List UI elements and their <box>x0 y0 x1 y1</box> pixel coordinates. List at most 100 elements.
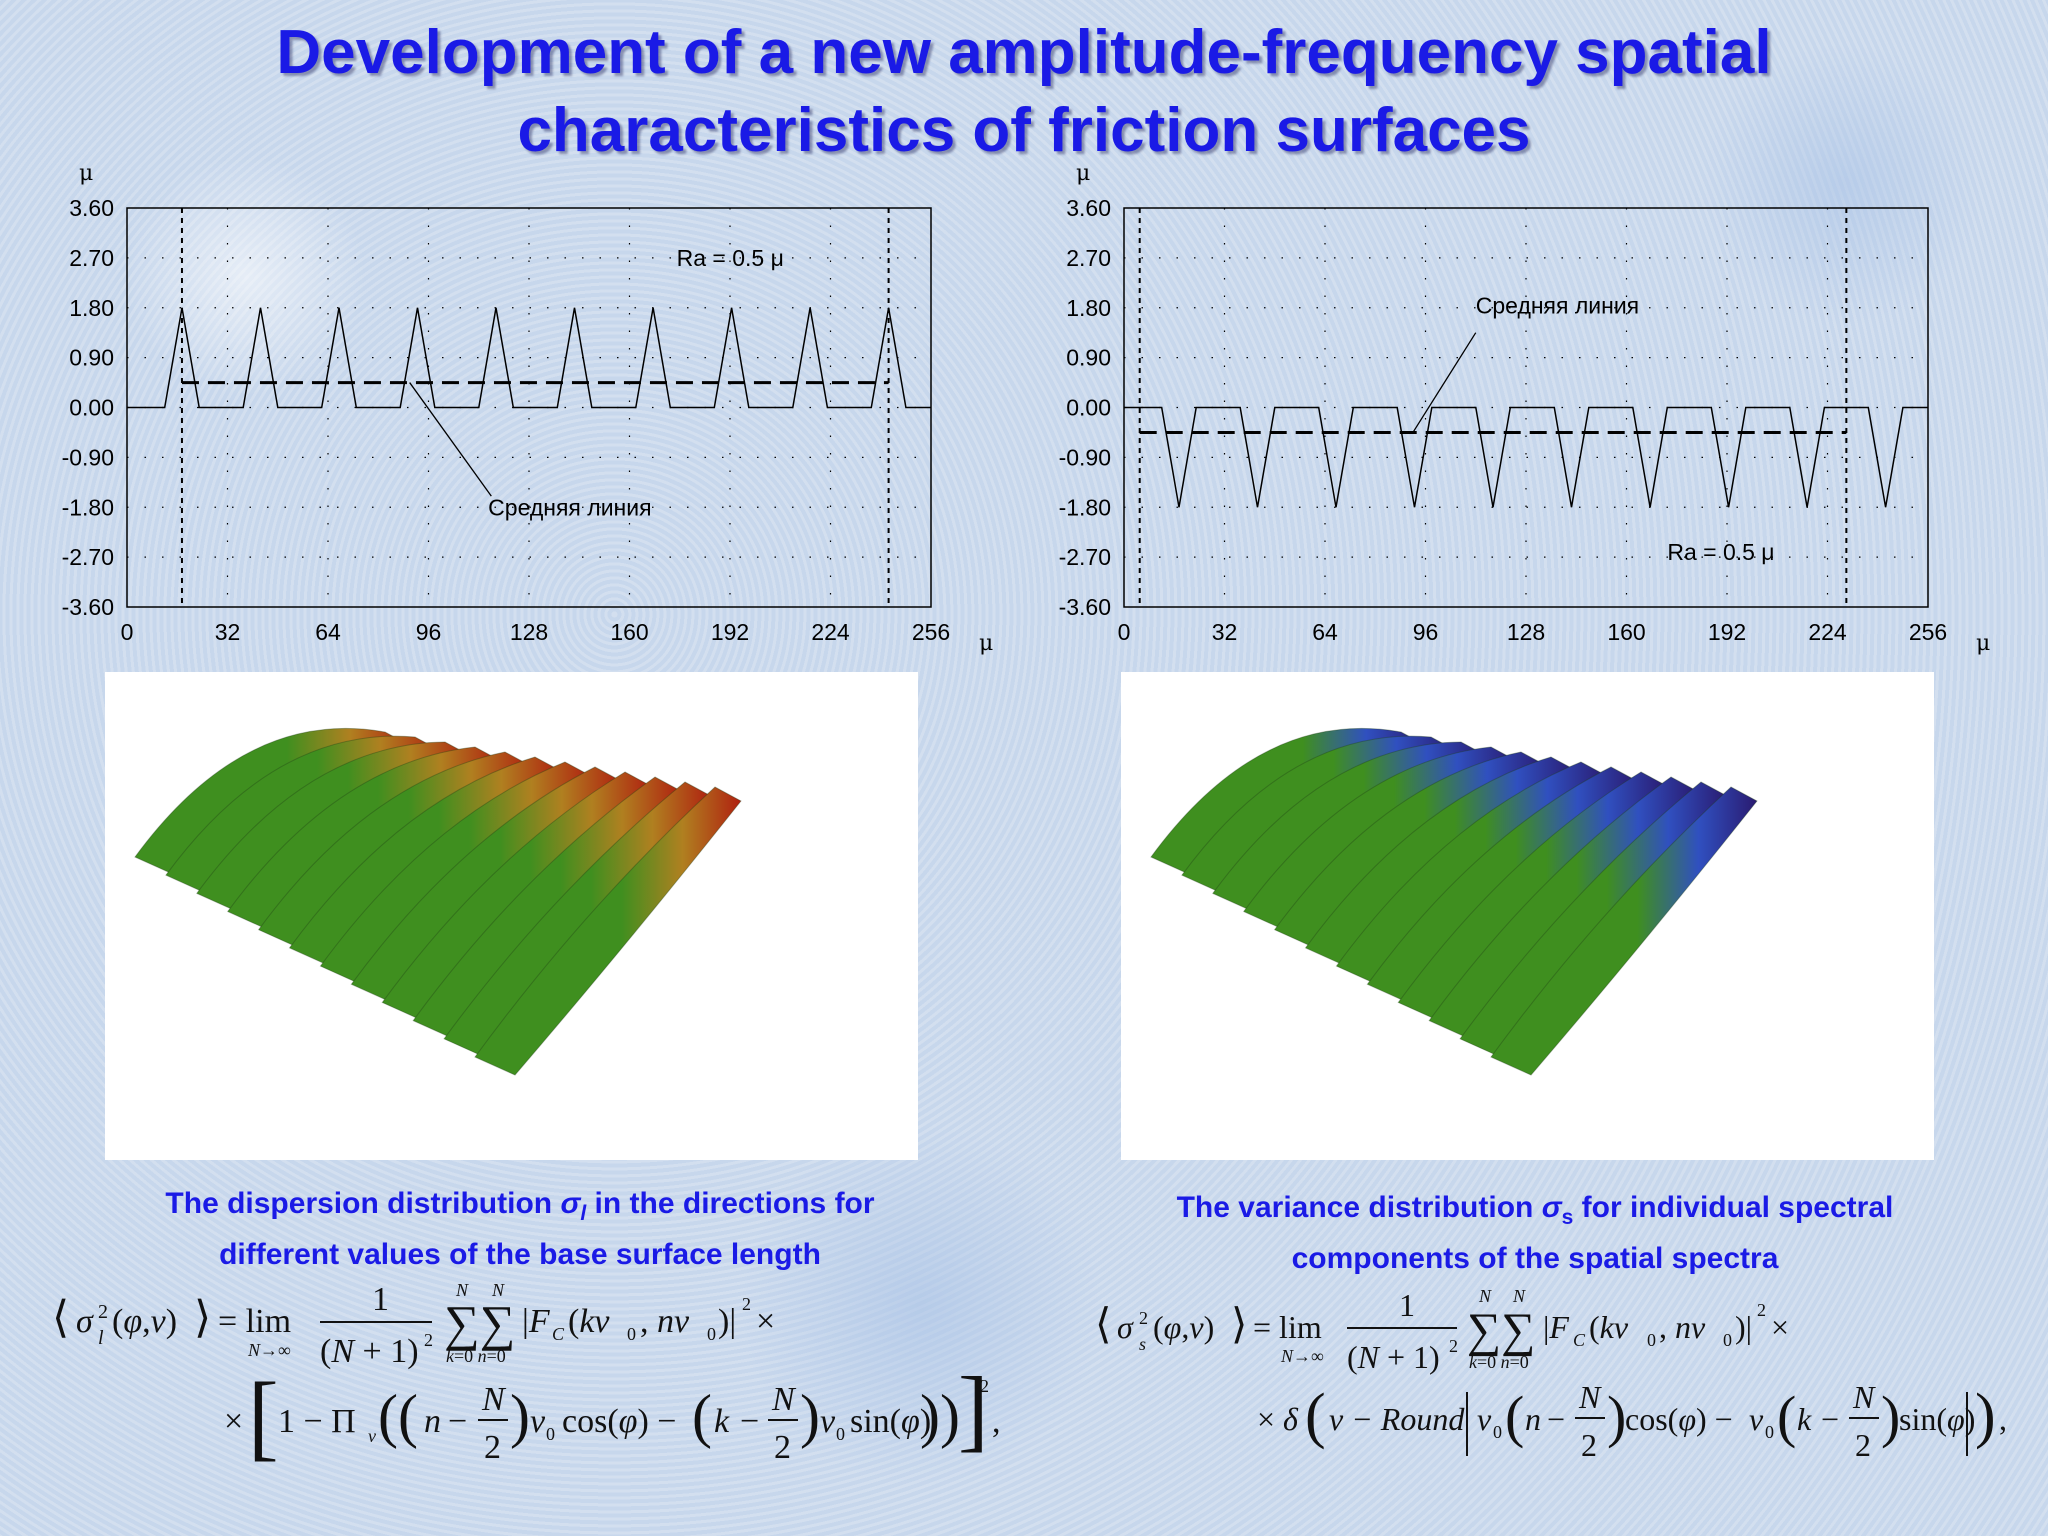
y-tick-label: 0.90 <box>1066 345 1111 371</box>
svg-text:, nν: , nν <box>1659 1309 1706 1345</box>
svg-text:sin(φ): sin(φ) <box>1899 1401 1975 1437</box>
y-tick-label: -0.90 <box>62 444 114 470</box>
x-tick-label: 256 <box>912 619 950 645</box>
svg-text:×: × <box>224 1403 243 1440</box>
x-tick-label: 192 <box>1708 619 1746 645</box>
mean-line-annotation: Средняя линия <box>1476 292 1639 318</box>
svg-text:⟨: ⟨ <box>1095 1302 1111 1348</box>
caption-line-1: The variance distribution σs for individ… <box>1060 1187 2010 1238</box>
x-tick-label: 0 <box>1118 619 1131 645</box>
svg-text:ν: ν <box>1477 1401 1492 1437</box>
svg-text:(φ,ν): (φ,ν) <box>1153 1309 1214 1345</box>
profile-chart-peaks: 0 32 64 96 128 160 192 224 256 3.60 2.70 1.80 0.90 0.… <box>62 161 994 656</box>
svg-text:(kν: (kν <box>568 1303 610 1340</box>
svg-text:∑∑: ∑∑ <box>444 1295 515 1351</box>
caption-dispersion: The dispersion distribution σl in the di… <box>40 1183 1000 1275</box>
x-unit-label: μ <box>1976 631 1990 656</box>
svg-text:0: 0 <box>546 1424 555 1444</box>
x-tick-label: 224 <box>1808 619 1847 645</box>
y-tick-label: 0.00 <box>1066 395 1111 421</box>
svg-text:×: × <box>756 1303 775 1340</box>
svg-text:s: s <box>1139 1334 1146 1354</box>
svg-text:⟩: ⟩ <box>194 1293 211 1342</box>
svg-text:2: 2 <box>1139 1308 1148 1328</box>
x-unit-label: μ <box>979 631 993 656</box>
mean-line-annotation: Средняя линия <box>488 495 651 521</box>
svg-text:ν: ν <box>530 1403 546 1440</box>
svg-text:sin(φ): sin(φ) <box>850 1403 931 1440</box>
sigma-subscript: s <box>1561 1206 1574 1229</box>
svg-text:[: [ <box>248 1364 279 1471</box>
x-tick-label: 192 <box>711 619 749 645</box>
svg-text:0: 0 <box>1647 1330 1656 1350</box>
svg-text:⟨: ⟨ <box>52 1293 69 1342</box>
svg-text:2: 2 <box>1449 1336 1458 1356</box>
x-tick-label: 128 <box>510 619 548 645</box>
svg-text:2: 2 <box>98 1301 108 1323</box>
ra-annotation: Ra = 0.5 μ <box>677 245 784 271</box>
svg-text:,: , <box>992 1403 1001 1440</box>
svg-text:1 − Π: 1 − Π <box>278 1403 356 1440</box>
y-tick-label: 1.80 <box>1066 295 1111 321</box>
svg-text:(N + 1): (N + 1) <box>320 1333 419 1370</box>
title-line-2: characteristics of friction surfaces <box>517 96 1531 165</box>
svg-text:= lim: = lim <box>218 1303 291 1340</box>
caption-text: The dispersion distribution <box>165 1187 561 1220</box>
y-unit-label: μ <box>79 161 93 186</box>
y-unit-label: μ <box>1076 161 1090 186</box>
svg-text:2: 2 <box>1757 1300 1766 1320</box>
svg-text:n: n <box>424 1403 441 1440</box>
sigma-symbol: σ <box>560 1187 581 1220</box>
profile-series <box>127 307 931 409</box>
slide-title: Development of a new amplitude-frequency… <box>0 14 2048 170</box>
caption-text: for individual spectral <box>1573 1191 1894 1224</box>
sigma-symbol: σ <box>1541 1191 1562 1224</box>
ra-annotation: Ra = 0.5 μ <box>1667 539 1774 565</box>
x-tick-label: 0 <box>121 619 134 645</box>
y-tick-label: 0.00 <box>69 395 114 421</box>
surface-ridges <box>1150 728 1758 1076</box>
y-tick-label: -1.80 <box>1059 494 1111 520</box>
svg-text:(: ( <box>692 1383 712 1449</box>
svg-text:−: − <box>1547 1401 1565 1437</box>
formula-dispersion: ⟨ σ 2 l (φ,ν) ⟩ = lim N→∞ 1 (N + 1) 2 ∑∑… <box>52 1280 1001 1471</box>
svg-text:((: (( <box>378 1383 418 1449</box>
surface-render-variance <box>1121 672 1934 1160</box>
svg-text:2: 2 <box>1855 1427 1871 1463</box>
svg-text:(: ( <box>1505 1384 1524 1449</box>
caption-line-2: different values of the base surface len… <box>219 1238 821 1271</box>
svg-text:|F: |F <box>1543 1309 1569 1345</box>
profile-series <box>1124 406 1928 508</box>
svg-text:1: 1 <box>372 1281 389 1318</box>
svg-text:0: 0 <box>1723 1330 1732 1350</box>
svg-text:)|: )| <box>1735 1309 1752 1345</box>
y-tick-label: 3.60 <box>1066 195 1111 221</box>
surface-render-dispersion <box>105 672 918 1160</box>
x-tick-label: 32 <box>1212 619 1238 645</box>
svg-text:k: k <box>1797 1401 1812 1437</box>
svg-text:N: N <box>1852 1379 1876 1415</box>
svg-text:× δ: × δ <box>1257 1401 1299 1437</box>
svg-text:N: N <box>771 1381 797 1418</box>
svg-text:(N + 1): (N + 1) <box>1347 1339 1440 1375</box>
svg-text:1: 1 <box>1399 1287 1415 1323</box>
svg-text:k=0 n=0: k=0 n=0 <box>446 1346 506 1366</box>
surface-ridge <box>1490 786 1758 1076</box>
y-tick-label: 1.80 <box>69 295 114 321</box>
svg-text:ν − Round: ν − Round <box>1329 1401 1465 1437</box>
x-tick-label: 160 <box>1607 619 1645 645</box>
svg-text:N: N <box>1512 1286 1526 1306</box>
svg-text:σ: σ <box>76 1303 94 1340</box>
caption-variance: The variance distribution σs for individ… <box>1060 1187 2010 1279</box>
x-tick-label: 160 <box>610 619 648 645</box>
svg-text:)): )) <box>920 1383 960 1449</box>
svg-text:σ: σ <box>1117 1309 1134 1345</box>
svg-text:|F: |F <box>522 1303 551 1340</box>
svg-text:]: ] <box>958 1358 989 1460</box>
y-tick-label: 2.70 <box>1066 245 1111 271</box>
svg-text:): ) <box>800 1383 820 1449</box>
sigma-subscript: l <box>580 1202 587 1225</box>
svg-text:0: 0 <box>627 1324 636 1344</box>
svg-text:C: C <box>552 1324 565 1344</box>
svg-text:ν: ν <box>368 1426 376 1446</box>
